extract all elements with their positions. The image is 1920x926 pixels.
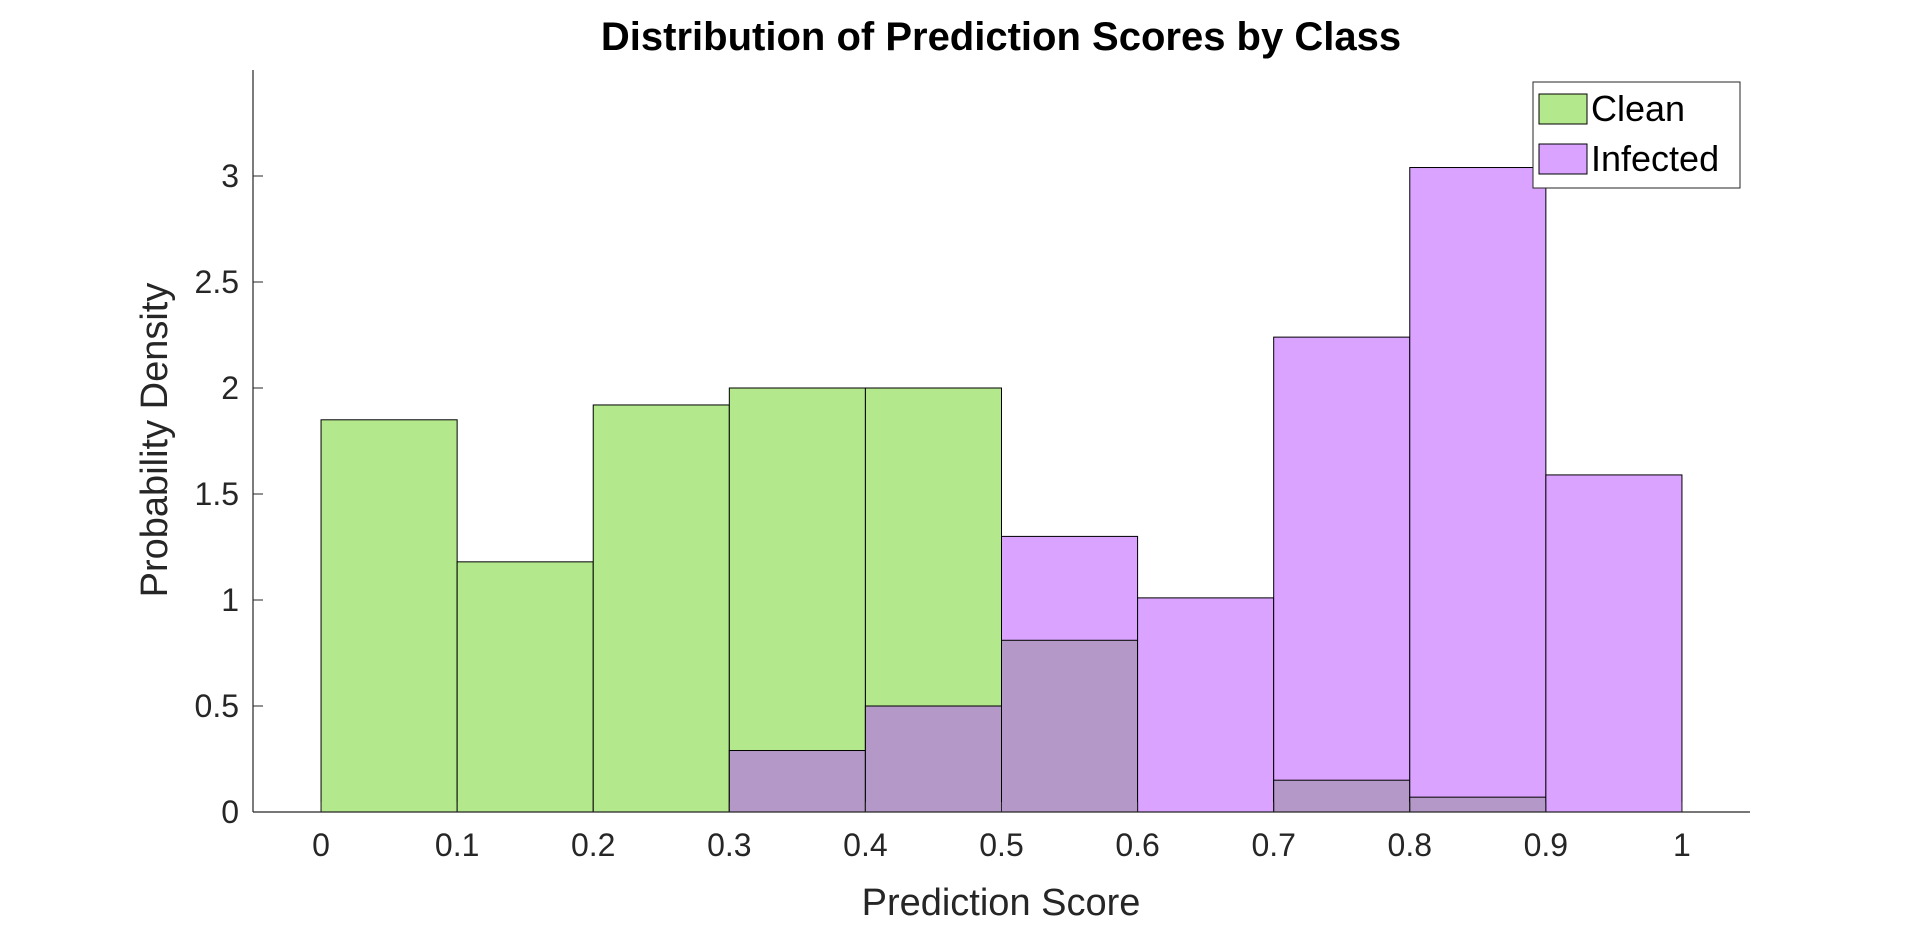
x-tick-label: 0.1 — [435, 827, 479, 863]
x-tick-label: 0.9 — [1524, 827, 1568, 863]
infected-bar-4 — [864, 705, 1003, 813]
clean-bar-0 — [320, 419, 458, 813]
legend-swatch-clean — [1538, 93, 1588, 125]
y-tick-label: 3 — [221, 158, 239, 194]
infected-bar-9 — [1545, 474, 1683, 813]
x-tick-label: 0.5 — [979, 827, 1023, 863]
legend-label-infected: Infected — [1591, 138, 1719, 179]
legend-label-clean: Clean — [1591, 88, 1685, 129]
x-tick-label: 0.4 — [843, 827, 887, 863]
x-tick-label: 0 — [312, 827, 330, 863]
y-tick-label: 0 — [221, 794, 239, 830]
y-tick-label: 2 — [221, 370, 239, 406]
infected-bar-3 — [728, 750, 866, 813]
legend-swatch-infected — [1538, 143, 1588, 175]
chart-title: Distribution of Prediction Scores by Cla… — [601, 15, 1401, 59]
x-tick-label: 0.3 — [707, 827, 751, 863]
x-tick-label: 0.6 — [1115, 827, 1159, 863]
bars-group — [320, 167, 1683, 813]
x-tick-label: 0.8 — [1388, 827, 1432, 863]
y-tick-label: 2.5 — [195, 264, 239, 300]
y-tick-label: 1.5 — [195, 476, 239, 512]
x-tick-label: 1 — [1673, 827, 1691, 863]
infected-bar-6 — [1137, 597, 1275, 813]
y-tick-label: 1 — [221, 582, 239, 618]
x-tick-label: 0.2 — [571, 827, 615, 863]
infected-bar-8 — [1409, 167, 1547, 813]
x-axis-label: Prediction Score — [862, 882, 1141, 924]
infected-bar-7 — [1273, 336, 1411, 813]
y-axis-label: Probability Density — [134, 283, 176, 598]
clean-bar-1 — [456, 561, 594, 813]
axes-group: 0 0.1 0.2 0.3 0.4 0.5 0.6 0.7 0.8 0.9 1 0 0.5 1 1.5 2 2.… — [195, 70, 1750, 863]
clean-bar-7 — [1273, 779, 1411, 813]
y-tick-label: 0.5 — [195, 688, 239, 724]
clean-bar-2 — [592, 404, 730, 813]
legend: Clean Infected — [1532, 81, 1741, 189]
x-tick-label: 0.7 — [1251, 827, 1295, 863]
clean-bar-3 — [728, 387, 866, 813]
clean-bar-8 — [1409, 796, 1547, 813]
clean-bar-5 — [1001, 639, 1139, 813]
